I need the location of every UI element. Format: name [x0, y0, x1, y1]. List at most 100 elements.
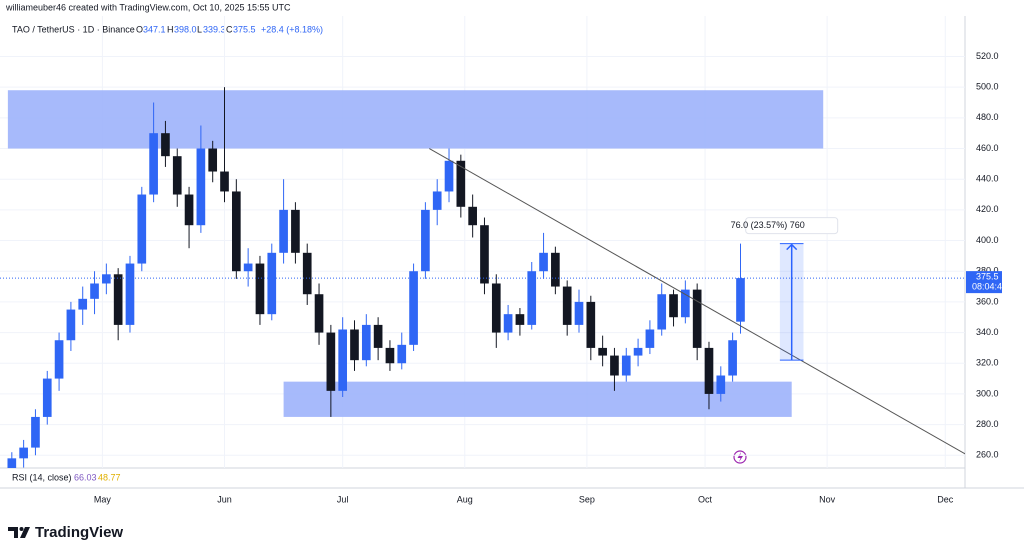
legend: TAO / TetherUS · 1D · Binance O 347.1 H … — [12, 24, 323, 34]
candle-body — [338, 329, 348, 391]
candle-body — [326, 332, 336, 391]
candle-body — [610, 355, 619, 376]
alert-circle[interactable] — [733, 450, 747, 464]
watermark: williameuber46 created with TradingView.… — [5, 2, 291, 12]
candle-body — [137, 194, 147, 264]
rsi-signal: 48.77 — [98, 472, 121, 482]
candle-body — [456, 160, 466, 207]
y-tick-label: 340.0 — [976, 327, 999, 337]
candle-body — [645, 329, 655, 348]
candle-body — [31, 416, 40, 448]
candle-body — [716, 375, 726, 394]
x-tick-label: May — [94, 494, 112, 504]
candle-body — [196, 148, 206, 226]
candle-body — [7, 458, 17, 468]
candle-body — [539, 252, 548, 272]
candle-body — [657, 294, 667, 330]
candle-body — [291, 209, 300, 253]
y-tick-label: 280.0 — [976, 419, 999, 429]
candle-body — [54, 340, 64, 379]
candle-body — [373, 324, 383, 348]
y-tick-label: 440.0 — [976, 174, 999, 184]
x-tick-label: Dec — [937, 494, 954, 504]
candle-body — [231, 191, 241, 272]
candle-body — [125, 263, 135, 325]
candle-body — [255, 263, 265, 315]
symbol: TAO / TetherUS · 1D · Binance — [12, 24, 135, 34]
candle-body — [66, 309, 76, 341]
candle-body — [149, 133, 158, 195]
trendline — [429, 148, 965, 455]
candle-body — [243, 263, 253, 272]
logo-dot — [19, 527, 24, 531]
candle-body — [19, 447, 28, 459]
candle-body — [704, 347, 714, 394]
last-price-tag — [966, 271, 1002, 294]
x-tick-label: Jun — [217, 494, 232, 504]
rsi-label: RSI (14, close) — [12, 472, 72, 482]
candle-body — [586, 301, 596, 348]
x-tick-label: Oct — [698, 494, 713, 504]
candle-body — [574, 301, 584, 325]
candle-body — [397, 344, 407, 364]
candle-body — [527, 271, 537, 325]
candle-body — [385, 347, 395, 364]
y-tick-label: 480.0 — [976, 112, 999, 122]
candle-body — [314, 294, 324, 333]
candle-body — [113, 274, 123, 325]
y-tick-label: 320.0 — [976, 358, 999, 368]
candle-body — [480, 225, 489, 284]
candle-body — [468, 206, 477, 226]
candle-body — [621, 355, 631, 376]
candle-body — [409, 271, 418, 345]
candle-body — [42, 378, 52, 417]
close: 375.5 — [233, 24, 256, 34]
candle-body — [633, 347, 643, 356]
measure-arrowhead — [786, 243, 798, 251]
measure-label-text: 76.0 (23.57%) 760 — [731, 220, 805, 230]
open-label: O — [136, 24, 143, 34]
close-label: C — [226, 24, 233, 34]
y-tick-label: 420.0 — [976, 204, 999, 214]
y-tick-label: 400.0 — [976, 235, 999, 245]
candle-body — [432, 191, 442, 210]
measure-label-bg — [745, 217, 839, 235]
y-tick-label: 260.0 — [976, 450, 999, 460]
low-label: L — [197, 24, 202, 34]
y-tick-label: 300.0 — [976, 388, 999, 398]
candle-body — [515, 314, 525, 325]
last-price-label: 375.5 — [976, 271, 999, 281]
candle-body — [562, 286, 572, 325]
candle-body — [503, 314, 513, 333]
brand-name: TradingView — [35, 524, 123, 541]
y-tick-label: 500.0 — [976, 82, 999, 92]
high: 398.0 — [174, 24, 197, 34]
change: +28.4 (+8.18%) — [261, 24, 323, 34]
y-tick-label: 360.0 — [976, 296, 999, 306]
candle-body — [220, 171, 229, 192]
rsi-value: 66.03 — [74, 472, 97, 482]
candle-body — [172, 156, 182, 195]
candle-body — [598, 347, 607, 356]
open: 347.1 — [143, 24, 166, 34]
candle-body — [491, 283, 501, 333]
y-tick-label: 520.0 — [976, 51, 999, 61]
rsi-legend: RSI (14, close) 66.03 48.77 — [12, 472, 121, 482]
grid — [0, 16, 965, 468]
zone — [283, 381, 792, 417]
alert-icon[interactable] — [733, 450, 747, 464]
candle-body — [267, 252, 277, 315]
alert-bolt[interactable] — [737, 452, 744, 462]
candle-body — [78, 298, 88, 310]
countdown-label: 08:04:41 — [972, 281, 1007, 291]
measure-label: 76.0 (23.57%) 760 — [731, 217, 839, 235]
candle-body — [350, 329, 359, 361]
plot — [7, 87, 965, 468]
candle-body — [692, 289, 702, 348]
candle-body — [728, 340, 737, 376]
x-tick-label: Jul — [337, 494, 349, 504]
logo-mark — [8, 527, 30, 538]
candle-body — [736, 278, 745, 322]
